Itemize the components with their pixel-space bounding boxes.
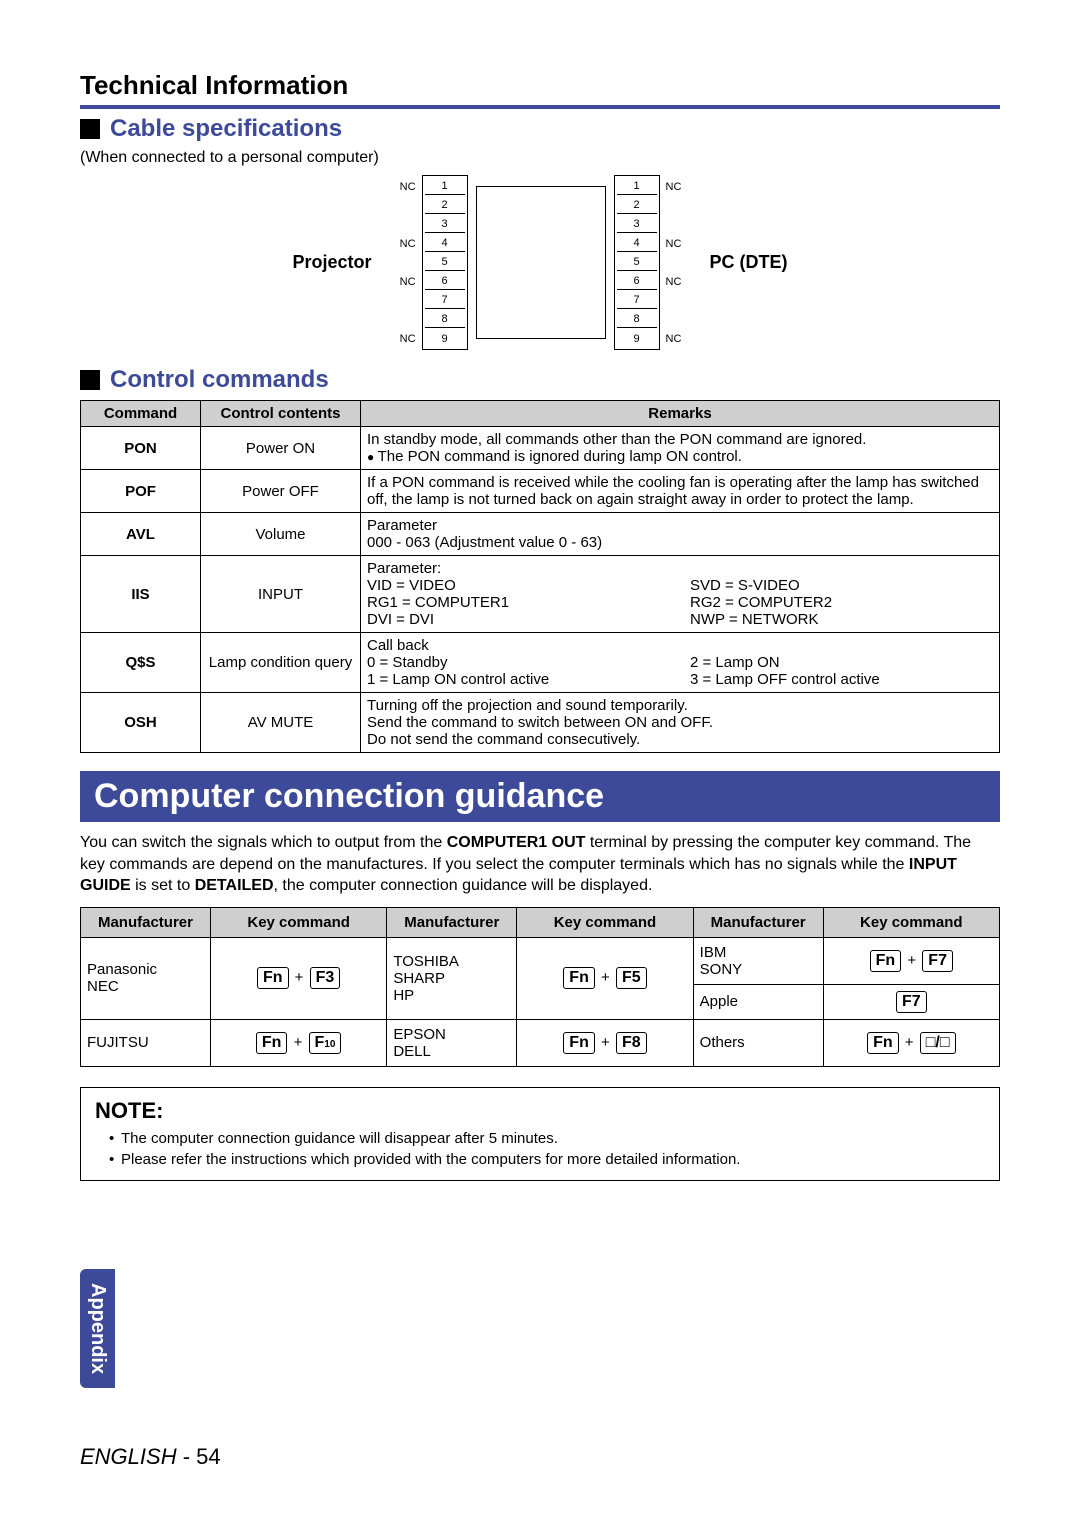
page-title: Technical Information (80, 70, 1000, 101)
note-label: NOTE: (95, 1098, 985, 1124)
th: Manufacturer (693, 907, 823, 937)
section-banner: Computer connection guidance (80, 771, 1000, 822)
keycmd-cell: Fn + F8 (517, 1019, 693, 1066)
control-commands-table: Command Control contents Remarks PONPowe… (80, 400, 1000, 753)
projector-label: Projector (292, 252, 371, 273)
keycmd-cell: Fn + F7 (823, 937, 999, 984)
table-row: FUJITSU Fn + F10 EPSONDELL Fn + F8 Other… (81, 1019, 1000, 1066)
th: Key command (210, 907, 386, 937)
page-footer: ENGLISH - 54 (80, 1444, 221, 1470)
pins-left: 123456789 (422, 175, 468, 350)
mfr-cell: FUJITSU (81, 1019, 211, 1066)
keycmd-cell: Fn + F5 (517, 937, 693, 1019)
note-box: NOTE: The computer connection guidance w… (80, 1087, 1000, 1181)
section1-note: (When connected to a personal computer) (80, 149, 1000, 167)
connector-box (476, 186, 606, 339)
table-row: OSHAV MUTETurning off the projection and… (81, 693, 1000, 753)
th-command: Command (81, 401, 201, 427)
th: Manufacturer (387, 907, 517, 937)
table-row: Q$SLamp condition queryCall back0 = Stan… (81, 633, 1000, 693)
key-command-table: ManufacturerKey commandManufacturerKey c… (80, 907, 1000, 1067)
pins-right: 123456789 (614, 175, 660, 350)
section-label: Cable specifications (110, 115, 342, 143)
th-contents: Control contents (201, 401, 361, 427)
mfr-cell: IBMSONY (693, 937, 823, 984)
th: Key command (823, 907, 999, 937)
square-bullet-icon (80, 119, 100, 139)
th: Key command (517, 907, 693, 937)
th-remarks: Remarks (361, 401, 1000, 427)
appendix-tab: Appendix (80, 1269, 115, 1388)
table-row: POFPower OFFIf a PON command is received… (81, 470, 1000, 513)
square-bullet-icon (80, 370, 100, 390)
th: Manufacturer (81, 907, 211, 937)
title-rule (80, 105, 1000, 109)
keycmd-cell: Fn + F10 (210, 1019, 386, 1066)
keycmd-cell: Fn + F3 (210, 937, 386, 1019)
note-item: The computer connection guidance will di… (109, 1128, 985, 1149)
section-cable-spec: Cable specifications (80, 115, 1000, 143)
nc-left-col: NCNCNCNC (392, 176, 422, 349)
section-label: Control commands (110, 366, 329, 394)
pin-diagram: Projector NCNCNCNC 123456789 123456789 N… (80, 175, 1000, 350)
table-row: PONPower ONIn standby mode, all commands… (81, 427, 1000, 470)
note-item: Please refer the instructions which prov… (109, 1149, 985, 1170)
mfr-cell: Others (693, 1019, 823, 1066)
guidance-paragraph: You can switch the signals which to outp… (80, 832, 1000, 897)
mfr-cell: EPSONDELL (387, 1019, 517, 1066)
section-control-commands: Control commands (80, 366, 1000, 394)
nc-right-col: NCNCNCNC (660, 176, 690, 349)
table-row: IISINPUTParameter:VID = VIDEOSVD = S-VID… (81, 556, 1000, 633)
table-row: AVLVolumeParameter000 - 063 (Adjustment … (81, 513, 1000, 556)
keycmd-cell: F7 (823, 984, 999, 1019)
mfr-cell: PanasonicNEC (81, 937, 211, 1019)
table-row: PanasonicNEC Fn + F3 TOSHIBASHARPHP Fn +… (81, 937, 1000, 984)
pc-dte-label: PC (DTE) (710, 252, 788, 273)
keycmd-cell: Fn + □/□ (823, 1019, 999, 1066)
mfr-cell: TOSHIBASHARPHP (387, 937, 517, 1019)
mfr-cell: Apple (693, 984, 823, 1019)
